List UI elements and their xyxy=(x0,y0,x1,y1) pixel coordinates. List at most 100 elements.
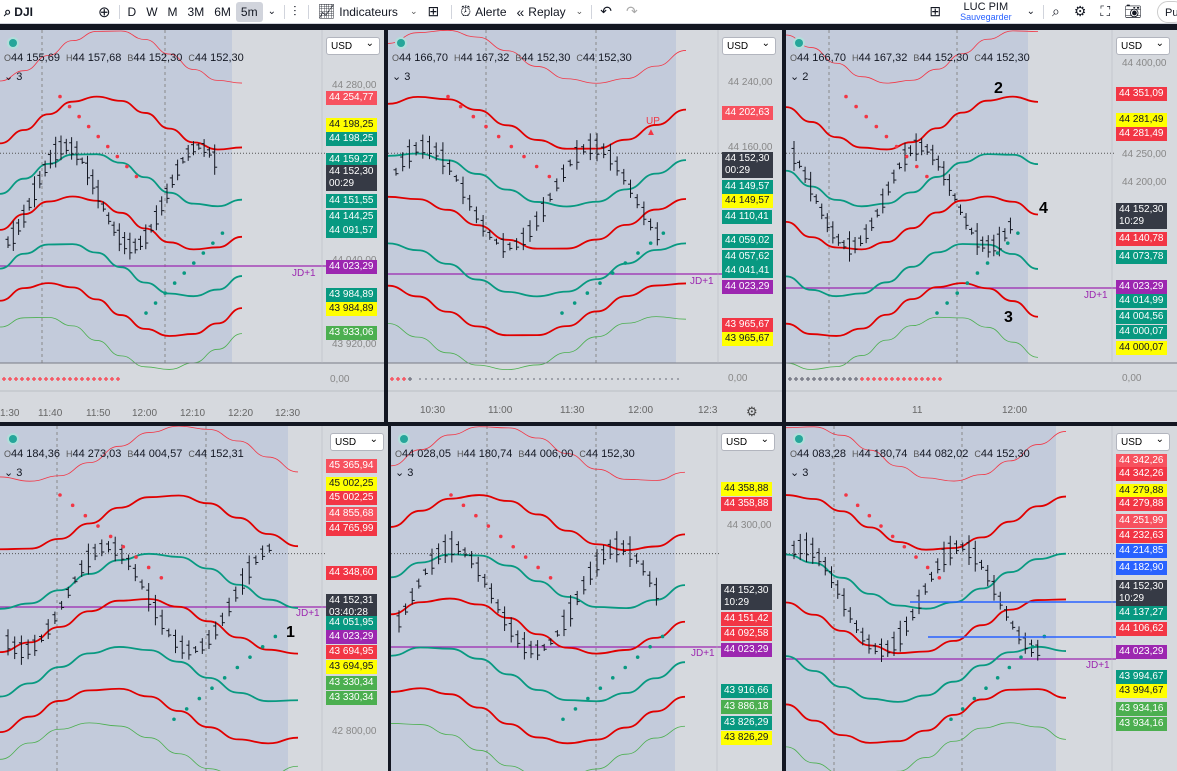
signal-marker xyxy=(491,378,493,380)
indicators-toggle[interactable]: ⌄ 2 xyxy=(790,70,808,83)
ohlc-key: C xyxy=(974,53,981,63)
add-symbol-button[interactable]: ⊕ xyxy=(97,3,111,21)
sar-dot xyxy=(548,576,553,580)
layouts-button[interactable]: ⊞ xyxy=(422,0,448,24)
price-bar xyxy=(567,159,573,167)
price-label-value: 44 106,62 xyxy=(1119,623,1164,634)
price-bar xyxy=(25,639,31,660)
ohlc-value: 44 152,30 xyxy=(133,52,183,64)
indicators-toggle[interactable]: ⌄ 3 xyxy=(4,466,22,479)
layout-menu-dropdown[interactable]: ⌄ xyxy=(1022,0,1040,24)
price-label: 44 279,88 xyxy=(1116,484,1167,498)
indicators-icon: 📈︎ xyxy=(317,3,336,19)
divider xyxy=(283,4,285,19)
price-label-value: 44 855,68 xyxy=(329,508,374,519)
signal-marker xyxy=(824,377,828,381)
price-label: 44 351,09 xyxy=(1116,87,1167,101)
drawing-annotation[interactable]: 4 xyxy=(1039,200,1048,217)
fullscreen-button[interactable]: ⛶ xyxy=(1095,0,1119,24)
drawing-annotation[interactable]: 1 xyxy=(286,624,295,641)
indicators-toggle[interactable]: ⌄ 3 xyxy=(392,70,410,83)
user-layout-menu[interactable]: LUC PIM Sauvegarder xyxy=(950,1,1022,22)
sar-dot xyxy=(449,493,453,497)
drawing-annotation[interactable]: 3 xyxy=(1004,309,1013,326)
sar-dot xyxy=(77,114,81,119)
drawing-annotation[interactable]: 2 xyxy=(994,80,1003,97)
chart-panel-3[interactable]: O44 166,70 H44 167,32 B44 152,30 C44 152,30… xyxy=(786,30,1177,422)
price-bar xyxy=(979,559,984,570)
jd-level-label: JD+1 xyxy=(292,268,316,279)
price-label: 44 051,95 xyxy=(326,616,377,630)
sar-dot xyxy=(153,301,158,305)
chart-panel-2[interactable]: O44 166,70 H44 167,32 B44 152,30 C44 152,30… xyxy=(388,30,782,422)
settings-button[interactable]: ⚙︎ xyxy=(1069,0,1096,24)
sar-dot xyxy=(844,493,848,497)
snapshot-button[interactable]: 📷︎ xyxy=(1119,0,1151,24)
chart-panel-6[interactable]: O44 083,28 H44 180,74 B44 082,02 C44 152,30… xyxy=(786,426,1177,771)
indicator-line xyxy=(786,30,1039,84)
bar-style-button[interactable]: ⫶ xyxy=(288,0,306,24)
redo-button[interactable]: ↷ xyxy=(621,0,647,24)
interval-m[interactable]: M xyxy=(167,4,178,19)
indicators-toggle[interactable]: ⌄ 3 xyxy=(4,70,22,83)
price-bar xyxy=(226,597,232,617)
sar-dot xyxy=(864,114,869,119)
price-bar xyxy=(507,242,513,251)
indicators-toggle[interactable]: ⌄ 3 xyxy=(790,466,808,479)
quick-search-button[interactable]: ⌕ xyxy=(1047,0,1069,24)
sar-dot xyxy=(925,565,930,570)
layout-grid-button[interactable]: ⊞ xyxy=(924,0,950,24)
price-bar xyxy=(810,537,816,564)
price-label: 43 934,16 xyxy=(1116,702,1167,716)
price-bar xyxy=(469,551,475,569)
replay-button[interactable]: « Replay ⌄ xyxy=(512,0,589,24)
interval-dropdown[interactable]: ⌄ xyxy=(263,0,281,24)
price-bar xyxy=(802,166,808,183)
signal-marker xyxy=(581,378,583,380)
ohlc-value: 44 166,70 xyxy=(797,52,846,64)
price-bar xyxy=(653,577,659,606)
chart-canvas xyxy=(0,426,326,771)
price-tick-label: 44 240,00 xyxy=(728,77,773,88)
signal-marker xyxy=(563,378,565,380)
currency-select[interactable]: USD xyxy=(330,431,384,451)
chart-panel-1[interactable]: O44 155,69 H44 157,68 B44 152,30 C44 152,30… xyxy=(0,30,384,422)
ohlc-key: O xyxy=(395,449,403,459)
chart-panel-4[interactable]: O44 184,36 H44 273,03 B44 004,57 C44 152,31… xyxy=(0,426,388,771)
price-label: 43 933,06 xyxy=(326,326,377,340)
price-bar xyxy=(436,543,442,565)
time-tick-label: 11:00 xyxy=(488,405,513,416)
interval-w[interactable]: W xyxy=(146,4,158,19)
interval-d[interactable]: D xyxy=(127,4,137,19)
chart-panel-5[interactable]: O44 028,05 H44 180,74 B44 006,00 C44 152,30… xyxy=(391,426,782,771)
interval-5m[interactable]: 5m xyxy=(235,1,263,22)
currency-select[interactable]: USD xyxy=(721,431,775,451)
price-bar xyxy=(991,234,997,257)
price-bar xyxy=(473,206,479,224)
publish-button[interactable]: Pu xyxy=(1157,1,1177,23)
indicators-toggle[interactable]: ⌄ 3 xyxy=(395,466,413,479)
currency-select[interactable]: USD xyxy=(1116,35,1170,55)
indicators-button[interactable]: 📈︎ Indicateurs ⌄ xyxy=(312,0,422,24)
interval-3m[interactable]: 3M xyxy=(187,4,205,19)
sar-dot xyxy=(67,104,72,109)
sar-dot xyxy=(585,291,590,295)
price-label: 43 330,34 xyxy=(326,691,377,705)
interval-6m[interactable]: 6M xyxy=(214,4,231,19)
currency-select[interactable]: USD xyxy=(326,35,380,55)
currency-select[interactable]: USD xyxy=(1116,431,1170,451)
ohlc-value: 44 082,02 xyxy=(919,448,969,460)
symbol-search[interactable]: ⌕ DJI xyxy=(0,0,38,24)
signal-marker xyxy=(878,377,882,381)
price-bar xyxy=(621,168,627,185)
currency-select[interactable]: USD xyxy=(722,35,776,55)
price-bar xyxy=(495,599,501,614)
ohlc-key: B xyxy=(913,53,920,63)
settings-icon[interactable]: ⚙ xyxy=(746,404,758,419)
alert-button[interactable]: ⏰︎ Alerte xyxy=(455,0,511,24)
signal-marker xyxy=(110,377,114,381)
price-label: 45 365,94 xyxy=(326,459,377,473)
price-label-value: 44 198,25 xyxy=(329,119,374,130)
undo-button[interactable]: ↶ xyxy=(595,0,621,24)
price-bar xyxy=(634,553,640,564)
